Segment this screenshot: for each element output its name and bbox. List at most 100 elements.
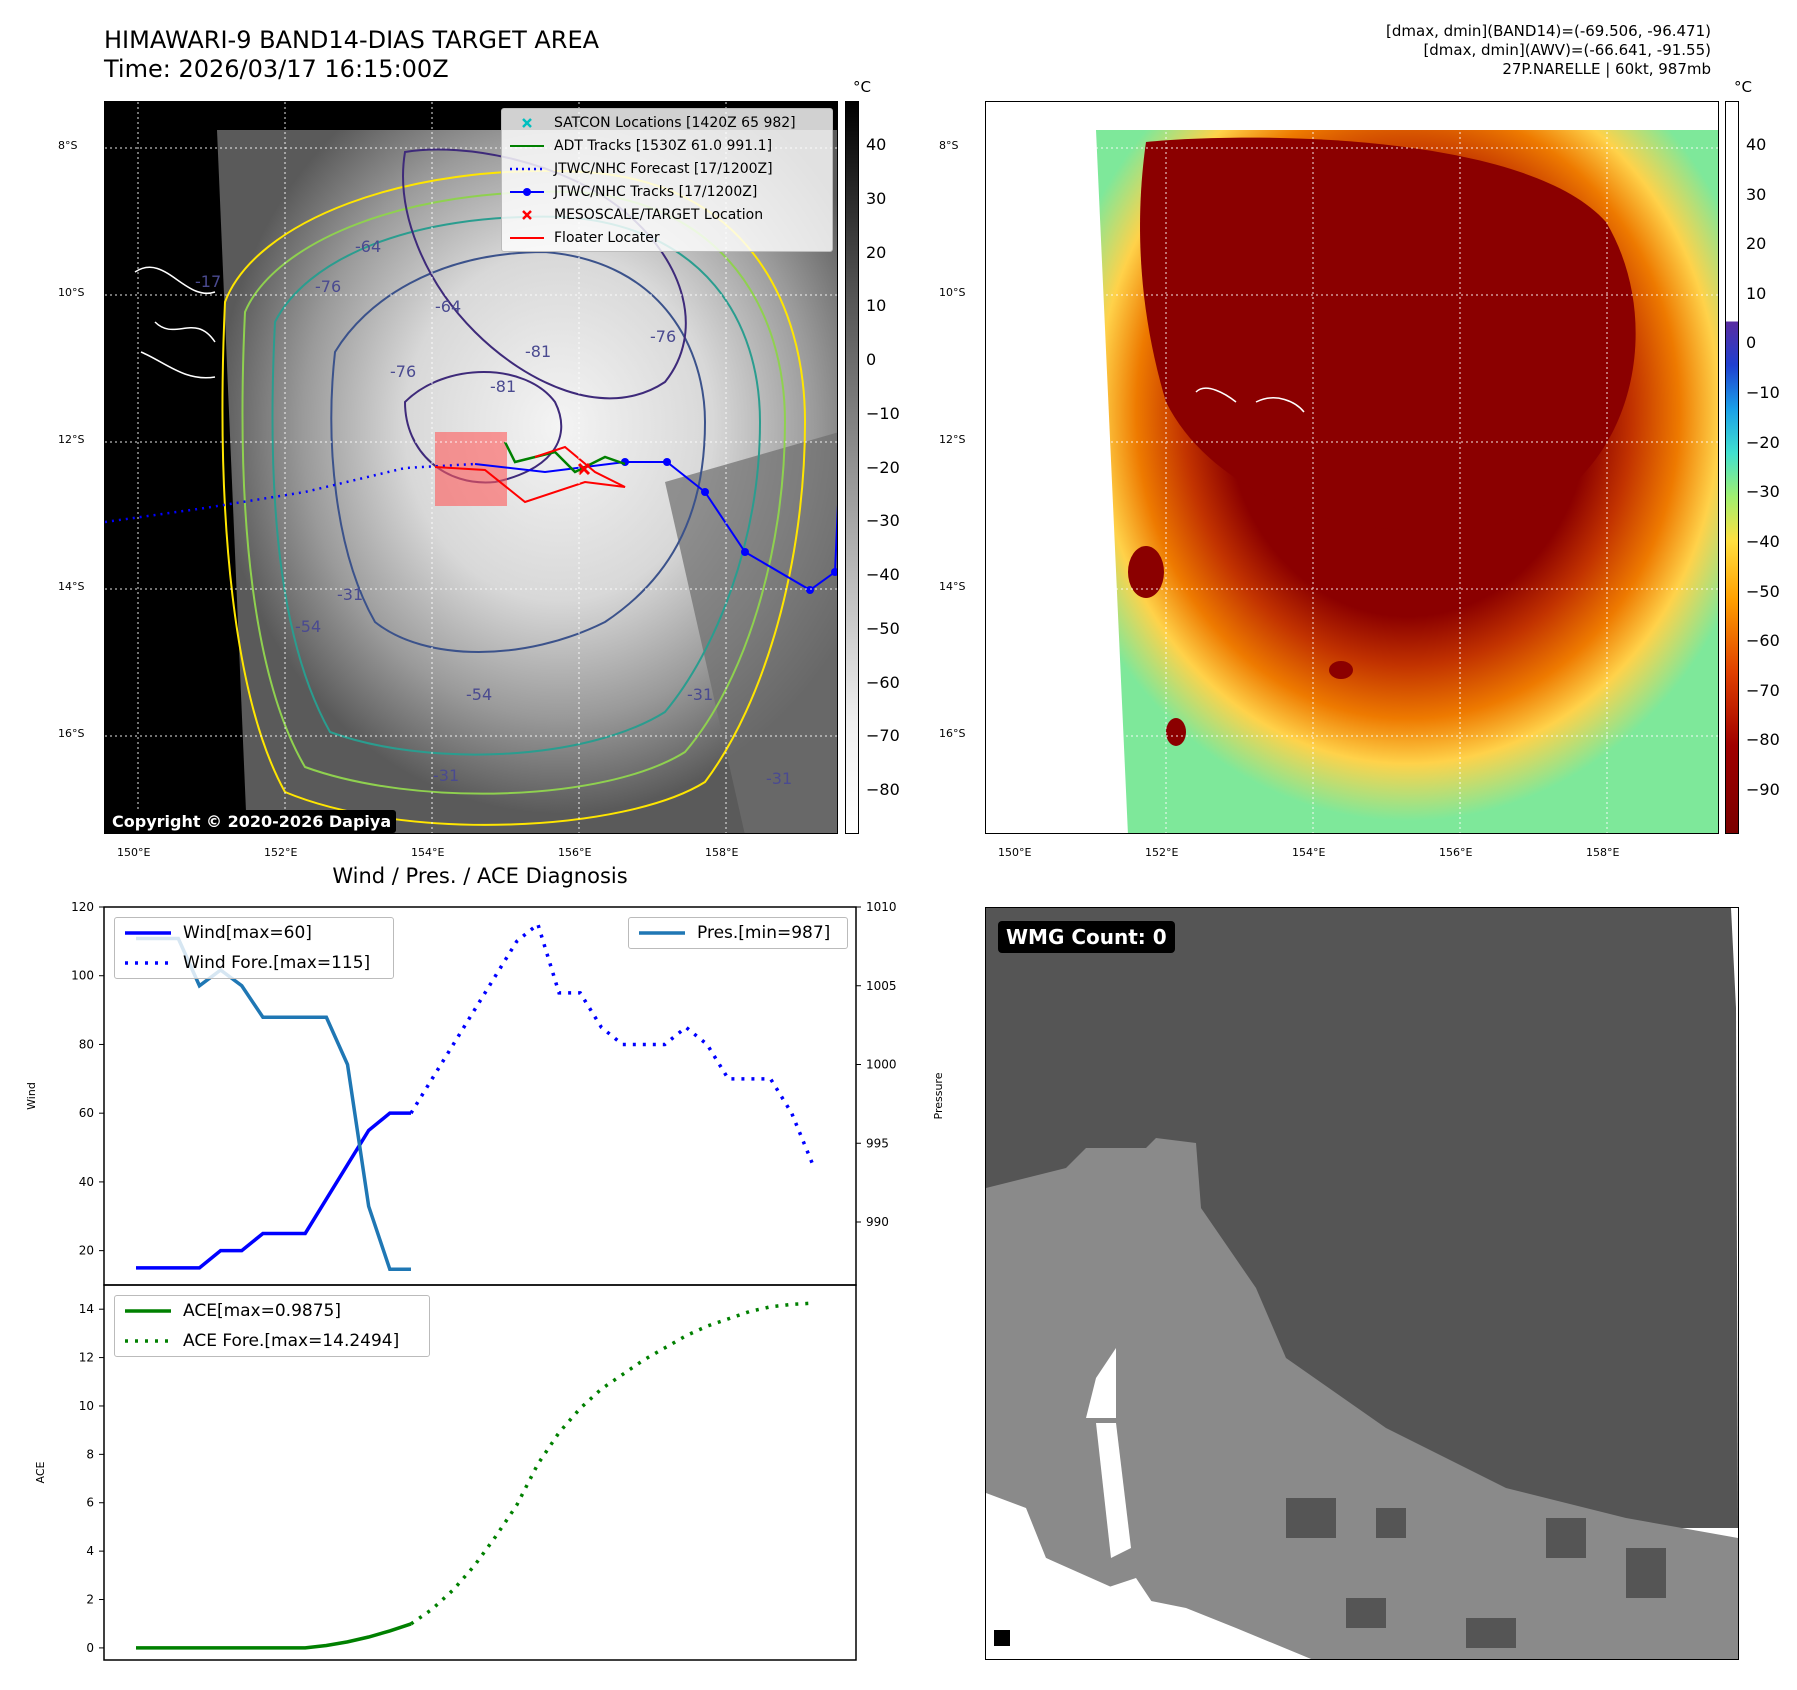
- lat-tick-label: 16°S: [58, 727, 85, 740]
- ace-axis-label: ACE: [34, 1461, 47, 1483]
- colorbar-tick-label: −30: [1746, 482, 1780, 502]
- colorbar-tick-label: 0: [866, 350, 877, 369]
- chart-legend-item: ACE[max=0.9875]: [115, 1296, 429, 1326]
- lon-tick-label: 154°E: [1292, 846, 1326, 859]
- legend-swatch: [510, 187, 544, 196]
- pressure-axis-label: Pressure: [932, 1072, 945, 1119]
- colorbar-tick-label: −50: [1746, 581, 1780, 601]
- contour-label: -31: [433, 766, 459, 785]
- legend-label: ACE Fore.[max=14.2494]: [183, 1331, 400, 1351]
- series-line-1: [409, 921, 815, 1166]
- lon-tick-label: 152°E: [1145, 846, 1179, 859]
- ir-legend: SATCON Locations [1420Z 65 982] ADT Track…: [501, 108, 833, 252]
- colorbar-tick-label: 30: [1746, 184, 1767, 204]
- ace-axes-frame: [103, 1284, 857, 1661]
- lon-tick-label: 156°E: [1439, 846, 1473, 859]
- legend-label: ADT Tracks [1530Z 61.0 991.1]: [554, 137, 773, 154]
- y-tick-label: 120: [71, 900, 94, 914]
- series-line-0: [136, 1111, 411, 1270]
- y-tick-label: 80: [79, 1037, 94, 1051]
- contour-label: -64: [435, 297, 461, 316]
- lon-tick-label: 154°E: [411, 846, 445, 859]
- lat-tick-label: 12°S: [939, 433, 966, 446]
- ir-legend-item: ADT Tracks [1530Z 61.0 991.1]: [502, 134, 832, 157]
- colorbar-tick-label: −70: [866, 726, 900, 746]
- colorbar-tick-label: −10: [1746, 383, 1780, 403]
- ir-colorbar: [845, 101, 859, 834]
- wmg-panel: WMG Count: 0: [985, 907, 1739, 1660]
- lon-tick-label: 150°E: [117, 846, 151, 859]
- chart-legend-item: Wind Fore.[max=115]: [115, 948, 393, 978]
- contour-label: -81: [525, 342, 551, 361]
- y-tick-label: 20: [79, 1244, 94, 1258]
- lon-tick-label: 158°E: [1586, 846, 1620, 859]
- ace-legend: ACE[max=0.9875] ACE Fore.[max=14.2494]: [114, 1295, 430, 1357]
- awv-colorbar-unit: °C: [1734, 78, 1752, 96]
- info-line-3: 27P.NARELLE | 60kt, 987mb: [1502, 60, 1711, 78]
- y-tick-label: 14: [79, 1302, 94, 1316]
- lon-tick-label: 156°E: [558, 846, 592, 859]
- copyright-badge: Copyright © 2020-2026 Dapiya: [107, 810, 397, 833]
- ir-legend-item: JTWC/NHC Forecast [17/1200Z]: [502, 157, 832, 180]
- legend-label: Wind[max=60]: [183, 923, 312, 943]
- legend-swatch: [125, 961, 171, 965]
- contour-label-layer: -64 -76 -64 -81 -76 -81 -76 -54 -31 -54 -31 -31 -31 -…: [195, 237, 792, 788]
- colorbar-tick-label: 40: [866, 135, 887, 154]
- info-line-2: [dmax, dmin](AWV)=(-66.641, -91.55): [1423, 41, 1711, 59]
- y-tick-label: 4: [86, 1544, 94, 1558]
- legend-label: Wind Fore.[max=115]: [183, 953, 371, 973]
- legend-swatch: [522, 117, 532, 128]
- lat-tick-label: 10°S: [939, 286, 966, 299]
- y2-tick-label: 990: [866, 1215, 889, 1229]
- ir-colorbar-unit: °C: [853, 78, 871, 96]
- chart-legend-item: Pres.[min=987]: [629, 918, 847, 948]
- chart-legend-item: ACE Fore.[max=14.2494]: [115, 1326, 429, 1356]
- legend-label: SATCON Locations [1420Z 65 982]: [554, 114, 796, 131]
- contour-label: -76: [650, 327, 676, 346]
- awv-colorbar: [1725, 101, 1739, 834]
- legend-swatch: [510, 236, 544, 239]
- lon-tick-label: 152°E: [264, 846, 298, 859]
- contour-label: -64: [355, 237, 381, 256]
- colorbar-tick-label: 10: [1746, 283, 1767, 303]
- contour-label: -31: [687, 685, 713, 704]
- lat-tick-label: 16°S: [939, 727, 966, 740]
- colorbar-tick-label: −20: [1746, 432, 1780, 452]
- legend-label: ACE[max=0.9875]: [183, 1301, 341, 1321]
- title-line-1: HIMAWARI-9 BAND14-DIAS TARGET AREA: [104, 26, 600, 54]
- colorbar-tick-label: −20: [866, 457, 900, 477]
- wmg-count-badge: WMG Count: 0: [998, 921, 1175, 953]
- colorbar-tick-label: −50: [866, 618, 900, 638]
- wind-axis-label: Wind: [25, 1082, 38, 1110]
- colorbar-tick-label: −60: [1746, 631, 1780, 651]
- legend-swatch: [125, 1339, 171, 1343]
- ir-legend-item: JTWC/NHC Tracks [17/1200Z]: [502, 180, 832, 203]
- ace-series-line-1: [409, 1301, 813, 1626]
- legend-label: MESOSCALE/TARGET Location: [554, 206, 764, 223]
- awv-map-panel: [985, 101, 1719, 834]
- legend-swatch: [125, 1309, 171, 1313]
- chart-legend-item: Wind[max=60]: [115, 918, 393, 948]
- figure-title: HIMAWARI-9 BAND14-DIAS TARGET AREA Time:…: [104, 26, 599, 84]
- colorbar-tick-label: −80: [1746, 730, 1780, 750]
- contour-label: -81: [490, 377, 516, 396]
- lat-tick-label: 12°S: [58, 433, 85, 446]
- legend-swatch: [639, 931, 685, 935]
- colorbar-tick-label: −90: [1746, 780, 1780, 799]
- y-tick-label: 8: [86, 1447, 94, 1461]
- contour-label: -76: [315, 277, 341, 296]
- contour-label: -31: [766, 769, 792, 788]
- ir-legend-item: MESOSCALE/TARGET Location: [502, 203, 832, 226]
- colorbar-tick-label: 40: [1746, 135, 1767, 154]
- wind-legend: Wind[max=60] Wind Fore.[max=115]: [114, 917, 394, 979]
- colorbar-tick-label: −40: [866, 565, 900, 584]
- title-line-2: Time: 2026/03/17 16:15:00Z: [104, 55, 449, 83]
- y-tick-label: 40: [79, 1175, 94, 1189]
- colorbar-tick-label: −40: [1746, 531, 1780, 551]
- lon-tick-label: 150°E: [998, 846, 1032, 859]
- legend-label: Floater Locater: [554, 229, 660, 246]
- colorbar-tick-label: 20: [866, 242, 887, 262]
- legend-swatch: [510, 167, 544, 170]
- legend-swatch: [125, 931, 171, 935]
- ir-map-panel: -64 -76 -64 -81 -76 -81 -76 -54 -31 -54 -31 -31 -31 -…: [104, 101, 838, 834]
